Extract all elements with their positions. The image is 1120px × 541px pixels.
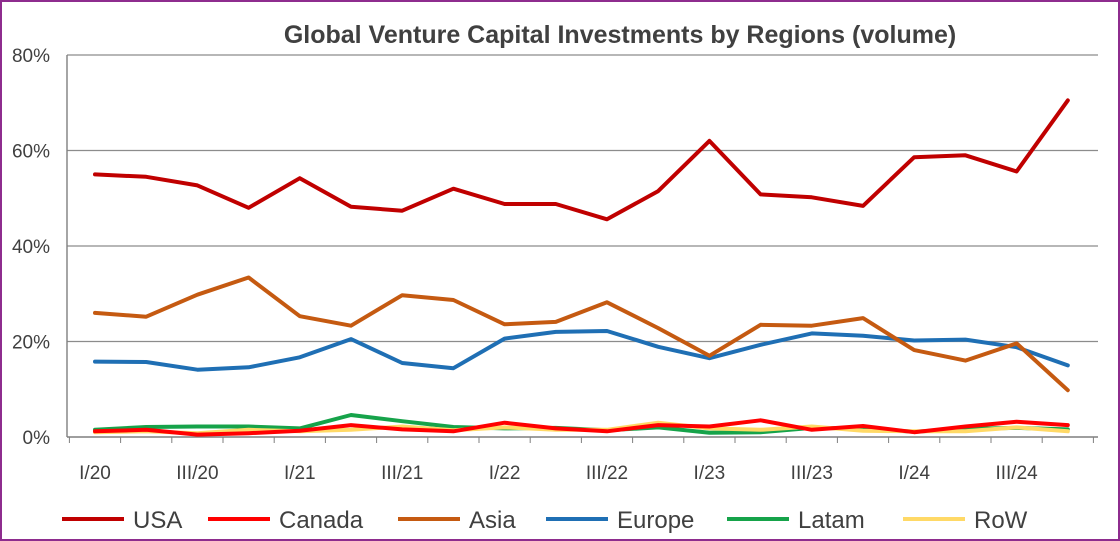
x-tick-label: I/20 xyxy=(79,463,111,484)
x-tick-label: III/22 xyxy=(586,463,628,484)
legend-label-europe: Europe xyxy=(617,507,694,534)
y-tick-label: 0% xyxy=(23,428,51,449)
legend-label-row: RoW xyxy=(974,507,1028,534)
series-line-usa xyxy=(93,98,1070,222)
legend-label-canada: Canada xyxy=(279,507,364,534)
x-tick-label: III/20 xyxy=(176,463,218,484)
y-tick-label: 40% xyxy=(12,237,50,258)
x-tick-label: III/21 xyxy=(381,463,423,484)
series-line-canada xyxy=(93,418,1070,437)
x-tick-label: III/23 xyxy=(791,463,833,484)
x-tick-label: I/21 xyxy=(284,463,316,484)
series-line-europe xyxy=(93,329,1070,372)
chart-title: Global Venture Capital Investments by Re… xyxy=(284,21,956,49)
y-axis: 0% 20% 40% 60% 80% xyxy=(12,46,68,449)
y-tick-label: 20% xyxy=(12,333,50,354)
y-tick-label: 60% xyxy=(12,142,50,163)
series-line-asia xyxy=(93,275,1070,393)
series-lines xyxy=(93,98,1070,437)
legend-label-latam: Latam xyxy=(798,507,865,534)
x-tick-label: I/23 xyxy=(694,463,726,484)
legend-label-asia: Asia xyxy=(469,507,516,534)
legend: USA Canada Asia Europe Latam RoW xyxy=(62,507,1028,534)
gridlines xyxy=(67,54,1098,438)
x-axis: I/20 III/20 I/21 III/21 I/22 III/22 I/23 III/23… xyxy=(68,437,1094,484)
x-tick-label: I/22 xyxy=(489,463,521,484)
x-tick-label: I/24 xyxy=(898,463,930,484)
legend-label-usa: USA xyxy=(133,507,182,534)
y-tick-label: 80% xyxy=(12,46,50,67)
x-tick-label: III/24 xyxy=(995,463,1038,484)
